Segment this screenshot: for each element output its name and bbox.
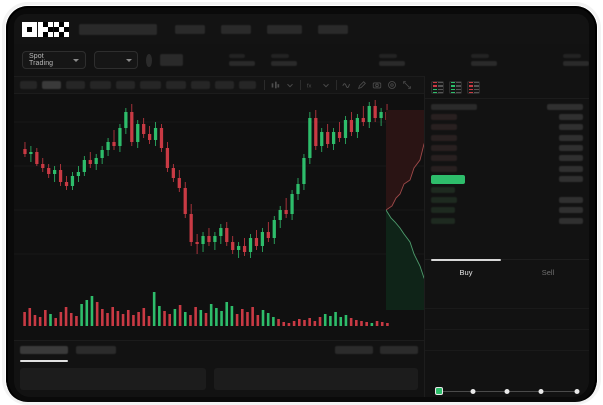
orderbook-bid-row[interactable] bbox=[431, 207, 583, 214]
timeframe-1mo[interactable] bbox=[215, 81, 234, 89]
slider-node-50[interactable] bbox=[504, 388, 510, 394]
pair-bar: Spot Trading bbox=[14, 44, 589, 76]
volume-histogram bbox=[23, 292, 389, 326]
order-amount-field[interactable] bbox=[425, 309, 589, 330]
orders-bottom-bar bbox=[14, 340, 424, 397]
orderbook-ask-row[interactable] bbox=[431, 113, 583, 120]
orderbook-bid-row[interactable] bbox=[431, 186, 583, 193]
logo-glyph-o bbox=[22, 21, 37, 37]
chevron-down-icon bbox=[73, 58, 79, 62]
timeframe-15m[interactable] bbox=[66, 81, 85, 89]
orders-panel-right[interactable] bbox=[213, 368, 418, 390]
tab-open-orders[interactable] bbox=[20, 346, 68, 354]
amount-percent-slider[interactable] bbox=[433, 386, 581, 396]
wave-line-icon[interactable] bbox=[342, 80, 352, 90]
app-header bbox=[14, 14, 589, 44]
coin-avatar bbox=[146, 53, 152, 67]
orderbook-view-modes bbox=[425, 76, 589, 99]
order-price-field[interactable] bbox=[425, 288, 589, 309]
okx-logo[interactable] bbox=[22, 21, 69, 37]
market-type-select[interactable]: Spot Trading bbox=[22, 51, 86, 69]
orders-panels bbox=[20, 368, 418, 390]
bottom-action-2[interactable] bbox=[380, 346, 418, 354]
toolbar-divider bbox=[300, 80, 301, 90]
nav-item-2[interactable] bbox=[221, 24, 251, 34]
toolbar-divider bbox=[336, 80, 337, 90]
orderbook-rows[interactable] bbox=[425, 99, 589, 224]
orders-tabs bbox=[14, 341, 424, 359]
indicators-icon[interactable]: fx bbox=[306, 80, 316, 90]
settings-icon[interactable] bbox=[387, 80, 397, 90]
header-search-field[interactable] bbox=[79, 23, 157, 35]
orderbook-mode-bids[interactable] bbox=[449, 81, 462, 94]
timeframe-1h[interactable] bbox=[116, 81, 135, 89]
orders-actions bbox=[335, 346, 418, 354]
orders-panel-left[interactable] bbox=[20, 368, 206, 390]
order-form-fields bbox=[425, 288, 589, 351]
orderbook-ask-row[interactable] bbox=[431, 134, 583, 141]
timeframe-30m[interactable] bbox=[90, 81, 111, 89]
slider-node-75[interactable] bbox=[538, 388, 544, 394]
ticker-low bbox=[471, 54, 497, 66]
orderbook-mode-asks[interactable] bbox=[467, 81, 480, 94]
orderbook-header-row bbox=[431, 103, 583, 110]
tab-sell[interactable]: Sell bbox=[541, 268, 555, 277]
trade-side-tabs: Buy Sell bbox=[425, 259, 589, 285]
orderbook-ask-row[interactable] bbox=[431, 145, 583, 152]
timeframe-1w[interactable] bbox=[191, 81, 210, 89]
nav-item-3[interactable] bbox=[267, 24, 302, 34]
logo-glyph-x bbox=[54, 21, 69, 37]
timeframe-1d[interactable] bbox=[166, 81, 186, 89]
slider-node-25[interactable] bbox=[470, 388, 476, 394]
pencil-icon[interactable] bbox=[357, 80, 367, 90]
pair-name-label bbox=[159, 54, 183, 66]
candlestick-series bbox=[14, 100, 424, 258]
timeframe-1m[interactable] bbox=[20, 81, 37, 89]
last-price-row bbox=[431, 174, 583, 184]
app-screen: Spot Trading bbox=[14, 14, 589, 397]
chevron-down-icon[interactable] bbox=[285, 80, 295, 90]
ticker-volume bbox=[563, 54, 589, 66]
nav-item-4[interactable] bbox=[318, 24, 348, 34]
orderbook-bid-row[interactable] bbox=[431, 197, 583, 204]
orderbook-ask-row[interactable] bbox=[431, 124, 583, 131]
active-tab-underline bbox=[20, 360, 68, 362]
chevron-down-icon[interactable] bbox=[321, 80, 331, 90]
ticker-change bbox=[271, 54, 297, 66]
timeframe-4h[interactable] bbox=[140, 81, 161, 89]
nav-item-1[interactable] bbox=[175, 24, 205, 34]
toolbar-divider bbox=[264, 80, 265, 90]
svg-text:fx: fx bbox=[307, 84, 312, 90]
price-chart[interactable] bbox=[14, 94, 434, 340]
chart-type-icon[interactable] bbox=[270, 80, 280, 90]
timeframe-5m[interactable] bbox=[42, 81, 61, 89]
tab-order-history[interactable] bbox=[76, 346, 116, 354]
trading-pair-select[interactable] bbox=[94, 51, 139, 69]
market-type-label: Spot Trading bbox=[29, 53, 54, 67]
ticker-price bbox=[229, 54, 255, 66]
orderbook-bid-row[interactable] bbox=[431, 217, 583, 224]
tab-buy[interactable]: Buy bbox=[425, 259, 507, 285]
fullscreen-icon[interactable] bbox=[402, 80, 412, 90]
orderbook-ask-row[interactable] bbox=[431, 155, 583, 162]
camera-icon[interactable] bbox=[372, 80, 382, 90]
orderbook-trade-panel: Buy Sell bbox=[424, 76, 589, 397]
ticker-high bbox=[379, 54, 405, 66]
orderbook-mode-both[interactable] bbox=[431, 81, 444, 94]
slider-node-100[interactable] bbox=[574, 388, 580, 394]
bottom-action-1[interactable] bbox=[335, 346, 373, 354]
logo-glyph-k bbox=[38, 21, 53, 37]
order-total-field[interactable] bbox=[425, 330, 589, 351]
chevron-down-icon bbox=[126, 58, 133, 62]
slider-handle[interactable] bbox=[435, 387, 443, 395]
orderbook-ask-row[interactable] bbox=[431, 165, 583, 172]
timeframe-more[interactable] bbox=[239, 81, 256, 89]
